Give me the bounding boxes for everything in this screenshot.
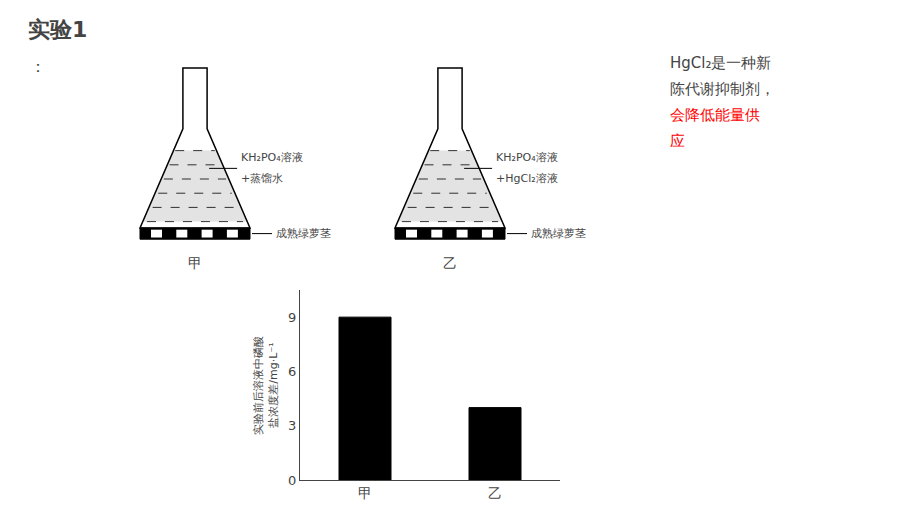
svg-text:实验1: 实验1 [28, 17, 87, 42]
svg-text:0: 0 [288, 473, 296, 488]
svg-text:9: 9 [288, 310, 296, 325]
svg-text:3: 3 [288, 418, 296, 433]
svg-text:成熟绿萝茎: 成熟绿萝茎 [531, 227, 586, 240]
svg-text:甲: 甲 [188, 255, 202, 271]
svg-text:KH₂PO₄溶液: KH₂PO₄溶液 [496, 151, 558, 164]
svg-text:陈代谢抑制剂，: 陈代谢抑制剂， [670, 80, 775, 98]
svg-text:+蒸馏水: +蒸馏水 [241, 172, 283, 185]
svg-text:HgCl₂是一种新: HgCl₂是一种新 [670, 54, 771, 72]
svg-text:会降低能量供: 会降低能量供 [670, 106, 760, 124]
svg-text:乙: 乙 [443, 255, 457, 271]
svg-text:：: ： [30, 57, 46, 76]
svg-text:成熟绿萝茎: 成熟绿萝茎 [276, 227, 331, 240]
svg-text:6: 6 [288, 364, 296, 379]
svg-text:甲: 甲 [358, 485, 372, 501]
svg-text:应: 应 [670, 132, 685, 150]
svg-text:+HgCl₂溶液: +HgCl₂溶液 [496, 172, 558, 185]
svg-text:实验前后溶液中磷酸盐浓度差/mg·L⁻¹: 实验前后溶液中磷酸盐浓度差/mg·L⁻¹ [252, 336, 279, 435]
svg-text:乙: 乙 [488, 485, 502, 501]
svg-text:KH₂PO₄溶液: KH₂PO₄溶液 [241, 151, 303, 164]
